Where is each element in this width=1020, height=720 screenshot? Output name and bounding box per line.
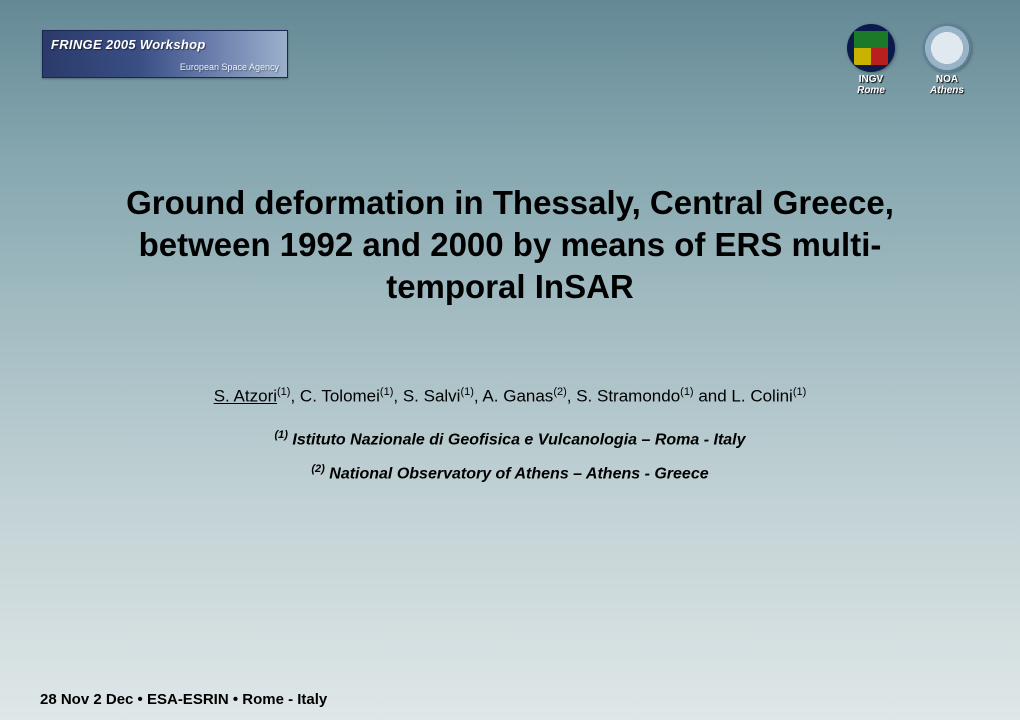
- affiliation-1-sup: (1): [274, 429, 287, 441]
- ingv-logo-icon: [847, 24, 895, 72]
- noa-logo: NOA Athens: [916, 24, 978, 96]
- authors-line: S. Atzori(1), C. Tolomei(1), S. Salvi(1)…: [100, 386, 920, 407]
- author-5: , S. Stramondo: [567, 387, 680, 406]
- noa-label-line1: NOA: [936, 74, 958, 85]
- author-6-sup: (1): [793, 386, 806, 398]
- affiliation-2-sup: (2): [311, 463, 324, 475]
- author-3-sup: (1): [460, 386, 473, 398]
- logo-group: INGV Rome NOA Athens: [840, 24, 978, 96]
- footer-text: 28 Nov 2 Dec • ESA-ESRIN • Rome - Italy: [40, 691, 327, 708]
- ingv-label-line1: INGV: [859, 74, 883, 85]
- author-4: , A. Ganas: [474, 387, 553, 406]
- ingv-label-line2: Rome: [857, 85, 885, 96]
- presentation-title: Ground deformation in Thessaly, Central …: [80, 182, 940, 309]
- lead-author: S. Atzori: [214, 387, 277, 406]
- affiliation-1-text: Istituto Nazionale di Geofisica e Vulcan…: [288, 431, 746, 448]
- affiliation-2-text: National Observatory of Athens – Athens …: [325, 465, 709, 482]
- ingv-logo-label: INGV Rome: [840, 74, 902, 96]
- noa-logo-icon: [923, 24, 971, 72]
- banner-subtitle: European Space Agency: [43, 52, 287, 72]
- authors-block: S. Atzori(1), C. Tolomei(1), S. Salvi(1)…: [100, 386, 920, 483]
- author-3: , S. Salvi: [393, 387, 460, 406]
- noa-logo-label: NOA Athens: [916, 74, 978, 96]
- lead-author-sup: (1): [277, 386, 290, 398]
- title-block: Ground deformation in Thessaly, Central …: [80, 182, 940, 309]
- author-4-sup: (2): [553, 386, 566, 398]
- author-6: and L. Colini: [694, 387, 793, 406]
- noa-label-line2: Athens: [930, 85, 964, 96]
- ingv-logo: INGV Rome: [840, 24, 902, 96]
- affiliation-2: (2) National Observatory of Athens – Ath…: [100, 463, 920, 483]
- affiliation-1: (1) Istituto Nazionale di Geofisica e Vu…: [100, 429, 920, 449]
- author-5-sup: (1): [680, 386, 693, 398]
- top-bar: FRINGE 2005 Workshop European Space Agen…: [0, 24, 1020, 80]
- author-2-sup: (1): [380, 386, 393, 398]
- slide: FRINGE 2005 Workshop European Space Agen…: [0, 0, 1020, 720]
- banner-title: FRINGE 2005 Workshop: [43, 31, 287, 52]
- fringe-banner: FRINGE 2005 Workshop European Space Agen…: [42, 30, 288, 78]
- author-2: , C. Tolomei: [290, 387, 379, 406]
